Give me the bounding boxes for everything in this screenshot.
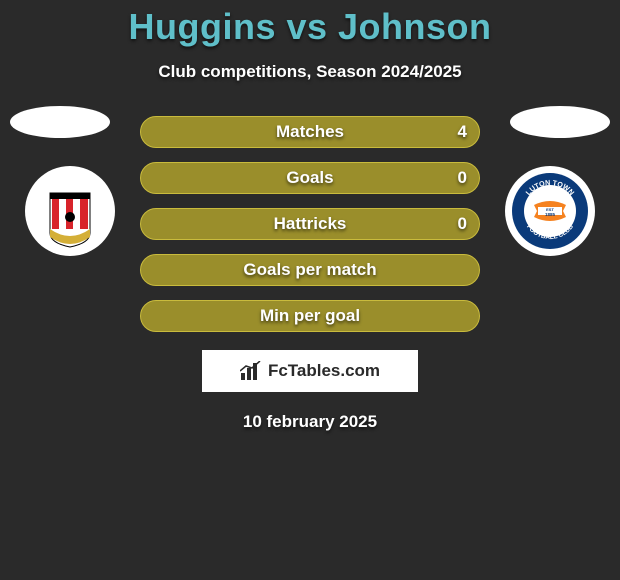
- player-left-avatar: [10, 106, 110, 138]
- logo-text: FcTables.com: [268, 361, 380, 381]
- chart-bars-icon: [240, 361, 262, 381]
- stat-row-hattricks: Hattricks 0: [140, 208, 480, 240]
- stat-right-value: 0: [458, 168, 467, 188]
- comparison-panel: LUTON TOWN FOOTBALL CLUB EST 1885 Matche…: [0, 116, 620, 432]
- stat-row-goals-per-match: Goals per match: [140, 254, 480, 286]
- page-title: Huggins vs Johnson: [0, 0, 620, 48]
- stat-label: Matches: [276, 122, 344, 142]
- date-text: 10 february 2025: [0, 412, 620, 432]
- club-crest-left: [25, 166, 115, 256]
- fctables-logo: FcTables.com: [202, 350, 418, 392]
- player-right-avatar: [510, 106, 610, 138]
- stat-label: Min per goal: [260, 306, 360, 326]
- stat-row-goals: Goals 0: [140, 162, 480, 194]
- stat-row-matches: Matches 4: [140, 116, 480, 148]
- stat-label: Goals per match: [243, 260, 376, 280]
- stat-label: Goals: [286, 168, 333, 188]
- luton-town-crest-icon: LUTON TOWN FOOTBALL CLUB EST 1885: [510, 171, 590, 251]
- stat-label: Hattricks: [274, 214, 347, 234]
- stat-right-value: 0: [458, 214, 467, 234]
- subtitle: Club competitions, Season 2024/2025: [0, 62, 620, 82]
- svg-text:1885: 1885: [545, 212, 556, 217]
- stat-rows: Matches 4 Goals 0 Hattricks 0 Goals per …: [140, 116, 480, 332]
- club-crest-right: LUTON TOWN FOOTBALL CLUB EST 1885: [505, 166, 595, 256]
- stat-row-min-per-goal: Min per goal: [140, 300, 480, 332]
- sunderland-crest-icon: [30, 171, 110, 251]
- stat-right-value: 4: [458, 122, 467, 142]
